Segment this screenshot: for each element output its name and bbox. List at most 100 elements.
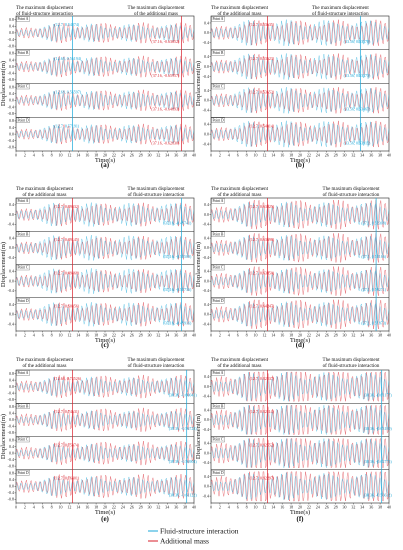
- series-additional-mass: [15, 235, 194, 260]
- annotation-am: (37.16, -0.64693): [151, 107, 180, 113]
- annotation-fsi: (37.1, 0.52308): [361, 221, 386, 227]
- point-label: Point A: [18, 17, 29, 21]
- x-tick-label: 10: [254, 333, 258, 338]
- annotation-am: (12.7, 0.53653): [250, 90, 275, 96]
- x-tick-label: 40: [192, 153, 196, 158]
- x-tick-label: 22: [112, 505, 116, 510]
- annotation-fsi: (38.36, -0.56723): [169, 426, 198, 432]
- x-tick-label: 18: [289, 153, 293, 158]
- series-fsi: [210, 235, 389, 261]
- series-fsi: [15, 376, 194, 397]
- x-tick-label: 20: [298, 153, 302, 158]
- x-tick-label: 0: [15, 333, 17, 338]
- x-tick-label: 24: [316, 333, 320, 338]
- panel-title-right: The maximum displacement of fluid-structu…: [128, 358, 186, 369]
- series-additional-mass: [210, 299, 389, 330]
- x-tick-label: 20: [298, 333, 302, 338]
- title-line: The maximum displacement: [16, 187, 74, 192]
- x-tick-label: 32: [351, 153, 355, 158]
- point-label-box: [211, 436, 225, 443]
- y-tick-label: -0.4: [203, 108, 209, 113]
- x-tick-label: 28: [334, 153, 338, 158]
- x-tick-label: 12: [67, 505, 71, 510]
- y-tick-label: -0.8: [8, 111, 14, 116]
- series-additional-mass: [15, 474, 194, 499]
- title-line: of the additional mass: [217, 364, 261, 369]
- y-axis-label: Displacement(m): [0, 414, 7, 459]
- x-tick-label: 12: [67, 153, 71, 158]
- x-tick-label: 0: [210, 153, 212, 158]
- y-tick-label: 0.4: [9, 269, 14, 274]
- point-label: Point A: [18, 371, 29, 375]
- title-line: of the additional mass: [134, 12, 178, 17]
- series-additional-mass: [210, 120, 389, 148]
- point-label-box: [211, 370, 225, 376]
- annotation-am: (12.7, 0.76401): [55, 476, 80, 482]
- y-tick-label: 0.4: [9, 444, 14, 449]
- x-tick-label: 0: [15, 505, 17, 510]
- x-tick-label: 40: [387, 153, 391, 158]
- y-tick-label: 0.4: [204, 441, 209, 446]
- y-tick-label: -0.4: [8, 457, 14, 462]
- series-fsi: [15, 235, 194, 261]
- y-tick-label: 0.4: [204, 122, 209, 127]
- annotation-fsi: (38.36, -0.56904): [169, 459, 198, 465]
- y-tick-label: -0.8: [8, 497, 14, 502]
- x-tick-label: 38: [378, 153, 382, 158]
- x-tick-label: 24: [121, 505, 125, 510]
- y-tick-label: 0.8: [9, 51, 14, 56]
- y-tick-label: 0.4: [9, 377, 14, 382]
- annotation-fsi: (38.36, -0.60041): [169, 393, 198, 399]
- panel-title-left: The maximum displacement of the additiona…: [211, 187, 269, 198]
- panel-label: (b): [296, 161, 305, 169]
- x-tick-label: 18: [94, 153, 98, 158]
- y-tick-label: 0.4: [204, 20, 209, 25]
- x-tick-label: 8: [246, 505, 248, 510]
- x-tick-label: 38: [378, 333, 382, 338]
- series-additional-mass: [15, 89, 194, 111]
- title-line: The maximum displacement: [16, 358, 74, 363]
- x-tick-label: 32: [156, 333, 160, 338]
- series-additional-mass: [210, 404, 389, 436]
- y-tick-label: 0.0: [204, 30, 209, 35]
- series-fsi: [210, 53, 389, 80]
- x-tick-label: 36: [369, 505, 373, 510]
- title-line: of the additional mass: [217, 12, 261, 17]
- x-tick-label: 2: [219, 505, 221, 510]
- annotation-am: (37.16, -0.62630): [151, 140, 180, 146]
- title-line: of fluid-structure interaction: [312, 12, 369, 17]
- x-tick-label: 0: [210, 505, 212, 510]
- x-tick-label: 26: [325, 153, 329, 158]
- x-tick-label: 26: [130, 153, 134, 158]
- title-line: of fluid-structure interaction: [128, 364, 185, 369]
- x-tick-label: 2: [219, 153, 221, 158]
- panel-f: The maximum displacement of the additiona…: [195, 358, 392, 523]
- annotation-am: (12.7, 0.50056): [55, 304, 80, 310]
- x-tick-label: 40: [192, 505, 196, 510]
- y-tick-label: -0.4: [8, 222, 14, 227]
- series-fsi: [210, 201, 389, 228]
- y-tick-label: 0.0: [9, 245, 14, 250]
- point-label-box: [211, 470, 225, 476]
- y-tick-label: 0.8: [9, 84, 14, 89]
- y-axis-label: Displacement(m): [195, 61, 202, 106]
- x-axis-label: Time(s): [290, 157, 310, 164]
- x-tick-label: 8: [246, 333, 248, 338]
- x-tick-label: 40: [387, 505, 391, 510]
- x-tick-label: 32: [351, 505, 355, 510]
- y-tick-label: 0.4: [204, 269, 209, 274]
- point-label: Point C: [213, 438, 224, 442]
- x-tick-label: 28: [139, 333, 143, 338]
- x-tick-label: 18: [94, 333, 98, 338]
- panel-title-left: The maximum displacement of the additiona…: [16, 358, 74, 369]
- y-tick-label: -0.4: [203, 255, 209, 260]
- point-label-box: [211, 16, 225, 22]
- x-tick-label: 36: [174, 505, 178, 510]
- panel-label: (d): [296, 341, 305, 349]
- series-fsi: [15, 57, 194, 76]
- series-fsi: [210, 19, 389, 47]
- x-tick-label: 16: [85, 505, 89, 510]
- series-fsi: [210, 87, 389, 114]
- x-tick-label: 32: [351, 333, 355, 338]
- annotation-am: (12.7, 0.63698): [250, 237, 275, 243]
